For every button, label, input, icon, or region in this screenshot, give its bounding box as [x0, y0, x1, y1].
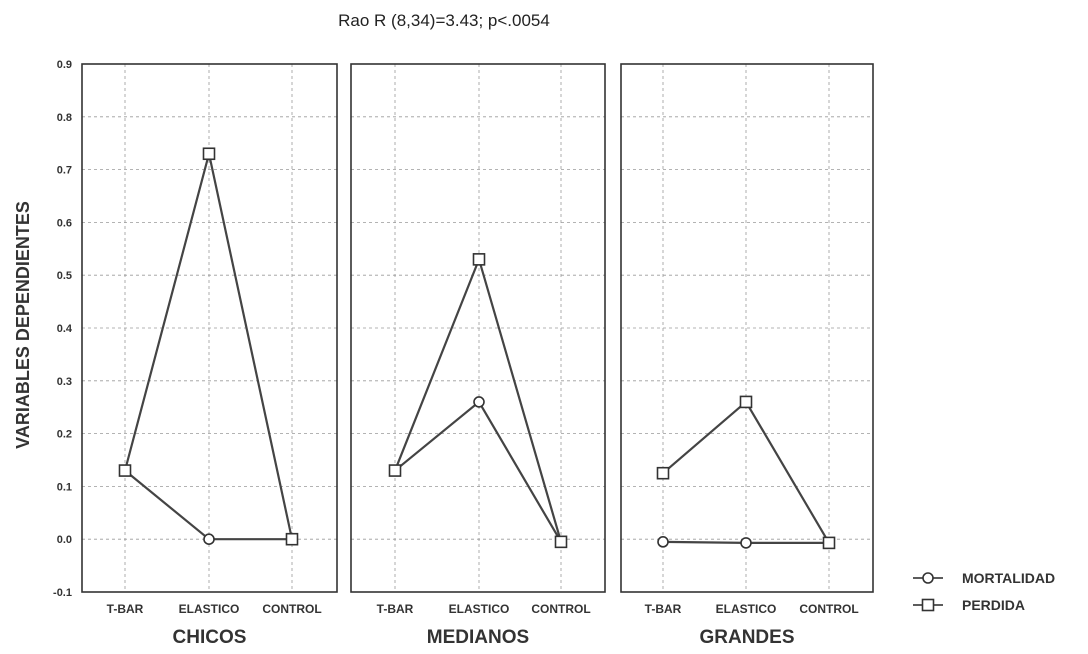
y-tick-label: 0.7	[57, 165, 72, 177]
y-tick-label: 0.3	[57, 376, 72, 388]
y-axis-label: VARIABLES DEPENDIENTES	[13, 201, 33, 449]
point-mortalidad	[473, 396, 485, 408]
point-perdida	[554, 535, 568, 549]
series-line-perdida	[123, 153, 294, 540]
legend-label: MORTALIDAD	[962, 570, 1055, 586]
point-mortalidad	[203, 533, 215, 546]
point-mortalidad	[657, 536, 669, 548]
chart-title: Rao R (8,34)=3.43; p<.0054	[338, 11, 550, 30]
y-tick-label: 0.9	[57, 59, 72, 71]
point-mortalidad	[740, 537, 752, 549]
y-tick-label: 0.4	[57, 323, 73, 335]
panel-frame	[620, 63, 874, 593]
legend-marker-square	[921, 598, 935, 612]
y-tick-label: 0.8	[57, 112, 72, 124]
point-perdida	[656, 466, 670, 480]
group-label: GRANDES	[699, 627, 794, 648]
panel-grandes: T-BAR ELASTICO CONTROL GRANDES	[620, 63, 874, 648]
series-line-mortalidad	[124, 469, 292, 541]
x-tick-label: ELASTICO	[716, 602, 777, 616]
y-tick-label: 0.2	[57, 429, 72, 441]
plot-area: -0.1 0.0 0.1 0.2 0.3 0.4 0.5 0.6 0.7 0.8 0.9 T-BAR E…	[53, 59, 874, 648]
legend-item-perdida: PERDIDA	[913, 597, 1025, 613]
point-perdida	[822, 536, 836, 550]
y-tick-label: 0.1	[57, 481, 72, 493]
point-perdida	[739, 395, 753, 409]
panel-chicos: T-BAR ELASTICO CONTROL CHICOS	[81, 63, 338, 648]
point-perdida	[472, 253, 486, 266]
x-tick-label: T-BAR	[107, 602, 144, 616]
point-perdida	[202, 147, 216, 161]
x-tick-label: ELASTICO	[449, 602, 510, 616]
y-tick-label: 0.5	[57, 270, 72, 282]
point-perdida	[118, 464, 132, 477]
legend-marker-circle	[922, 572, 934, 584]
group-label: MEDIANOS	[427, 627, 529, 648]
x-tick-label: ELASTICO	[179, 602, 240, 616]
x-tick-label: CONTROL	[799, 602, 858, 616]
legend-label: PERDIDA	[962, 597, 1025, 613]
point-perdida	[388, 464, 402, 477]
x-tick-label: T-BAR	[645, 602, 682, 616]
x-tick-label: CONTROL	[262, 602, 321, 616]
y-tick-label: -0.1	[53, 587, 72, 599]
legend-item-mortalidad: MORTALIDAD	[913, 570, 1055, 586]
group-label: CHICOS	[173, 627, 247, 648]
series-line-mortalidad	[394, 400, 562, 543]
y-tick-label: 0.6	[57, 217, 72, 229]
panel-frame	[350, 63, 606, 593]
y-tick-label: 0.0	[57, 534, 72, 546]
point-perdida	[285, 532, 299, 546]
panel-frame	[81, 63, 338, 593]
x-tick-label: CONTROL	[531, 602, 590, 616]
x-tick-label: T-BAR	[377, 602, 414, 616]
legend: MORTALIDAD PERDIDA	[913, 570, 1055, 613]
